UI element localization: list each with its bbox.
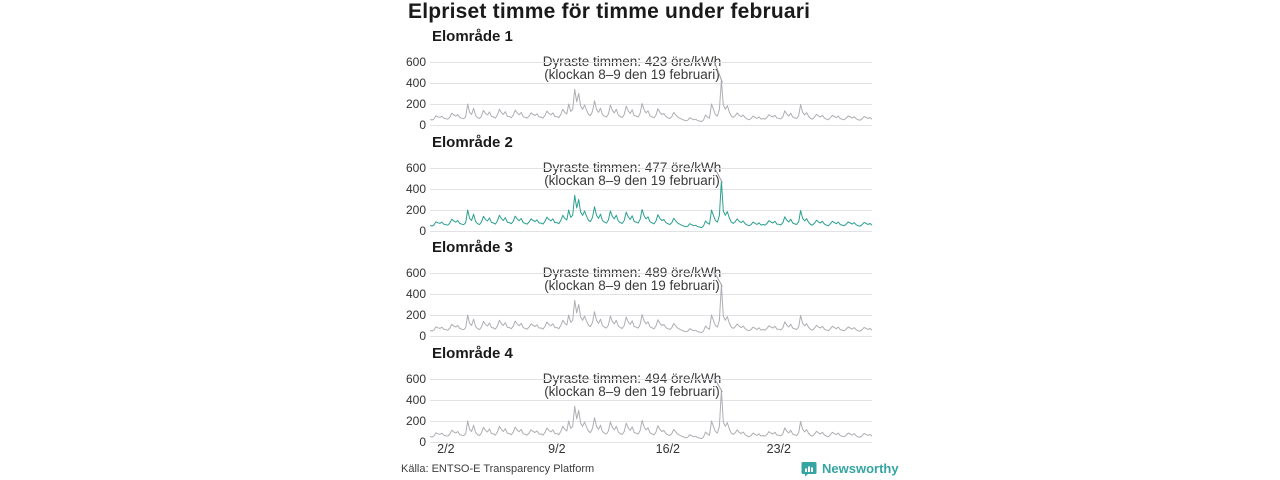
- chart-subplot: Elområde 4 Dyraste timmen: 494 öre/kWh (…: [0, 345, 880, 453]
- y-tick-label: 0: [419, 328, 426, 343]
- line-chart-plot: [429, 166, 873, 232]
- annotation-pointer-line: [713, 60, 723, 83]
- y-tick-label: 600: [405, 54, 426, 69]
- price-line-series: [429, 80, 873, 123]
- bar-chart-badge-icon: [801, 462, 817, 477]
- brand-name: Newsworthy: [822, 461, 899, 476]
- annotation-pointer-line: [713, 166, 723, 184]
- price-line-series: [429, 180, 873, 229]
- y-tick-label: 0: [419, 223, 426, 238]
- y-tick-label: 0: [419, 117, 426, 132]
- y-tick-label: 200: [405, 413, 426, 428]
- chart-subplot: Elområde 3 Dyraste timmen: 489 öre/kWh (…: [0, 239, 880, 347]
- y-tick-label: 400: [405, 286, 426, 301]
- chart-subplot: Elområde 1 Dyraste timmen: 423 öre/kWh (…: [0, 28, 880, 136]
- y-tick-label: 400: [405, 392, 426, 407]
- y-tick-label: 0: [419, 434, 426, 449]
- line-chart-plot: [429, 60, 873, 126]
- y-tick-label: 600: [405, 160, 426, 175]
- y-tick-label: 200: [405, 202, 426, 217]
- y-tick-label: 400: [405, 75, 426, 90]
- figure-title: Elpriset timme för timme under februari: [408, 0, 811, 23]
- chart-region-title: Elområde 1: [432, 28, 513, 45]
- source-note: Källa: ENTSO-E Transparency Platform: [401, 463, 595, 475]
- y-tick-label: 600: [405, 265, 426, 280]
- y-tick-label: 400: [405, 181, 426, 196]
- annotation-pointer-line: [713, 271, 723, 287]
- x-tick-label: 2/2: [437, 442, 455, 456]
- y-tick-label: 600: [405, 371, 426, 386]
- annotation-pointer-line: [713, 377, 723, 393]
- chart-region-title: Elområde 4: [432, 345, 513, 362]
- x-tick-label: 23/2: [766, 442, 791, 456]
- line-chart-plot: [429, 377, 873, 443]
- x-tick-label: 9/2: [548, 442, 566, 456]
- y-tick-label: 200: [405, 96, 426, 111]
- price-line-series: [429, 284, 873, 334]
- x-tick-label: 16/2: [655, 442, 681, 456]
- chart-subplot: Elområde 2 Dyraste timmen: 477 öre/kWh (…: [0, 134, 880, 242]
- price-line-series: [429, 389, 873, 440]
- chart-region-title: Elområde 2: [432, 134, 513, 151]
- y-tick-label: 200: [405, 307, 426, 322]
- chart-region-title: Elområde 3: [432, 239, 513, 256]
- line-chart-plot: [429, 271, 873, 337]
